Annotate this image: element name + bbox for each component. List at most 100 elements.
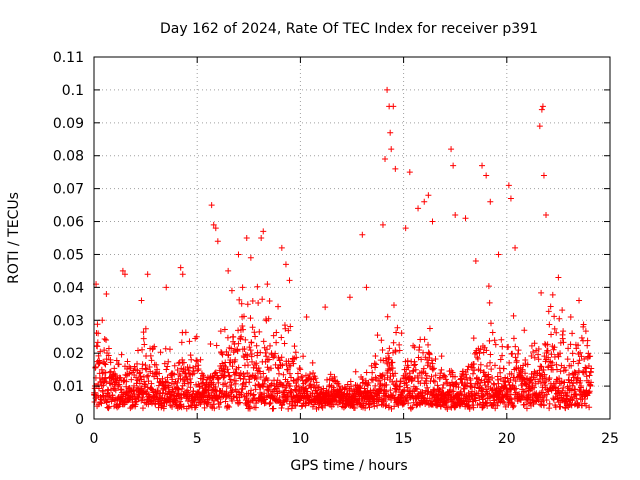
data-point — [227, 376, 234, 383]
data-point — [425, 359, 432, 366]
data-point — [365, 379, 372, 386]
data-point — [135, 347, 142, 354]
data-point — [98, 400, 105, 407]
y-tick-label: 0.05 — [53, 247, 84, 263]
data-point — [405, 364, 412, 371]
data-point — [429, 366, 436, 373]
data-point — [132, 401, 139, 408]
x-tick-label: 15 — [395, 431, 413, 447]
data-point — [256, 368, 263, 375]
data-point — [483, 363, 490, 370]
data-point — [126, 363, 133, 370]
data-point — [531, 384, 538, 391]
data-point — [462, 215, 469, 222]
x-tick-label: 10 — [291, 431, 309, 447]
data-point — [555, 353, 562, 360]
data-point — [551, 344, 558, 351]
data-point — [289, 356, 296, 363]
data-point — [101, 347, 108, 354]
data-point — [230, 334, 237, 341]
data-point — [483, 172, 490, 179]
data-point-peaks — [93, 86, 593, 360]
data-point — [285, 405, 292, 412]
data-point — [432, 372, 439, 379]
data-point — [567, 341, 574, 348]
data-point — [425, 192, 432, 199]
data-point — [171, 371, 178, 378]
data-point — [515, 347, 522, 354]
data-point — [228, 389, 235, 396]
data-point — [500, 365, 507, 372]
data-point — [116, 381, 123, 388]
data-point — [505, 182, 512, 189]
data-point — [584, 342, 591, 349]
data-point — [266, 400, 273, 407]
data-point — [165, 358, 172, 365]
data-point — [487, 198, 494, 205]
data-point — [505, 343, 512, 350]
data-point — [246, 405, 253, 412]
data-point — [212, 225, 219, 232]
data-point — [426, 325, 433, 332]
data-point — [95, 330, 102, 337]
data-point — [290, 360, 297, 367]
data-point — [235, 364, 242, 371]
data-point — [528, 353, 535, 360]
plot-frame — [93, 56, 611, 420]
data-point — [408, 405, 415, 412]
data-point — [322, 304, 329, 311]
data-point — [222, 380, 229, 387]
data-point — [143, 366, 150, 373]
data-point — [187, 352, 194, 359]
y-tick-label: 0.01 — [53, 379, 84, 395]
data-point — [569, 382, 576, 389]
data-point — [387, 129, 394, 136]
data-point — [232, 369, 239, 376]
data-point — [284, 395, 291, 402]
data-point — [567, 313, 574, 320]
data-point — [521, 327, 528, 334]
data-point — [232, 377, 239, 384]
data-point — [509, 404, 516, 411]
data-point — [222, 398, 229, 405]
data-point — [224, 402, 231, 409]
data-point — [471, 367, 478, 374]
data-point — [374, 332, 381, 339]
data-point — [103, 337, 110, 344]
data-point — [374, 402, 381, 409]
data-point — [92, 389, 99, 396]
data-point — [299, 373, 306, 380]
data-point — [512, 378, 519, 385]
data-point — [95, 360, 102, 367]
data-point — [535, 356, 542, 363]
data-point — [560, 328, 567, 335]
data-point — [541, 371, 548, 378]
data-point — [472, 397, 479, 404]
data-point — [217, 328, 224, 335]
data-point — [139, 346, 146, 353]
data-point — [405, 400, 412, 407]
data-point — [183, 373, 190, 380]
data-point — [225, 372, 232, 379]
axis-ticks — [93, 56, 611, 420]
data-point — [320, 385, 327, 392]
data-point — [431, 378, 438, 385]
data-point — [432, 355, 439, 362]
y-tick-label: 0.02 — [53, 346, 84, 362]
data-point — [245, 362, 252, 369]
data-point — [237, 375, 244, 382]
data-point — [287, 323, 294, 330]
data-point — [438, 366, 445, 373]
data-point — [142, 325, 149, 332]
data-point — [270, 405, 277, 412]
data-point — [514, 350, 521, 357]
data-point — [174, 366, 181, 373]
data-point — [271, 353, 278, 360]
y-tick-label: 0.07 — [53, 182, 84, 198]
data-point — [575, 342, 582, 349]
data-point — [344, 381, 351, 388]
data-point — [584, 337, 591, 344]
data-point — [465, 363, 472, 370]
data-point — [272, 350, 279, 357]
data-point — [252, 386, 259, 393]
